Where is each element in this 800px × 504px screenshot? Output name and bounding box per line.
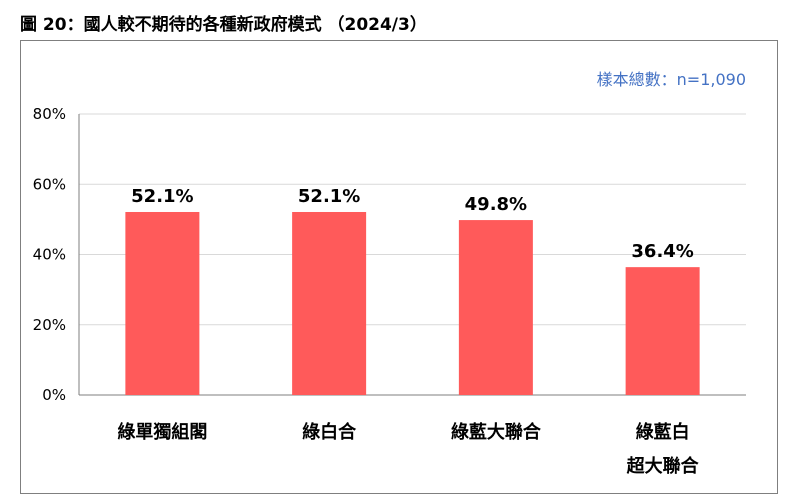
y-tick-label: 20% xyxy=(33,316,66,334)
bar xyxy=(125,211,200,395)
bar xyxy=(625,267,700,395)
x-tick-label: 超大聯合 xyxy=(627,455,700,477)
data-label: 49.8% xyxy=(465,194,527,215)
data-label: 52.1% xyxy=(131,186,193,207)
bar xyxy=(458,220,533,395)
sample-size-note: 樣本總數：n=1,090 xyxy=(597,70,746,89)
data-label: 52.1% xyxy=(298,186,360,207)
bar xyxy=(292,211,367,395)
chart-frame xyxy=(20,40,778,494)
data-label: 36.4% xyxy=(631,241,693,262)
x-tick-label: 綠藍白 xyxy=(636,421,690,443)
x-tick-label: 綠白合 xyxy=(302,421,357,443)
y-tick-label: 60% xyxy=(33,175,66,193)
y-tick-label: 40% xyxy=(33,246,66,264)
y-tick-label: 0% xyxy=(42,386,66,404)
y-tick-label: 80% xyxy=(33,105,66,123)
x-tick-label: 綠藍大聯合 xyxy=(451,421,542,443)
figure-title: 圖 20：國人較不期待的各種新政府模式 （2024/3） xyxy=(20,15,427,35)
x-tick-label: 綠單獨組閣 xyxy=(117,421,207,443)
